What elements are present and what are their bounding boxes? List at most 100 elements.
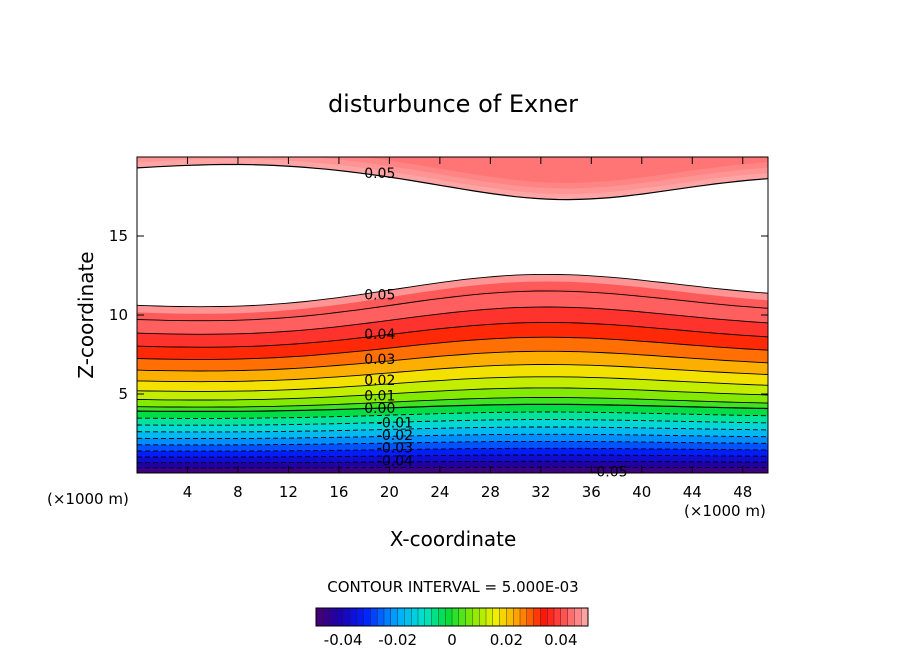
colorbar-cell — [451, 607, 460, 627]
colorbar-cell — [492, 607, 501, 627]
colorbar-cell — [397, 607, 405, 627]
colorbar-cell — [343, 607, 351, 627]
colorbar-cell — [499, 607, 507, 627]
colorbar-cell — [574, 607, 582, 627]
plot-area — [137, 157, 768, 473]
y-tick-label: 5 — [118, 385, 128, 403]
contour-label: 0.04 — [364, 327, 395, 343]
colorbar-cell — [506, 607, 514, 627]
colorbar-cell — [363, 607, 371, 627]
colorbar-cell — [472, 607, 480, 627]
colorbar-cell — [404, 607, 412, 627]
contour-line — [137, 419, 768, 426]
contour-label: 0.03 — [364, 352, 395, 368]
colorbar-cell — [533, 607, 541, 627]
colorbar-cell — [458, 607, 467, 627]
colorbar-cell — [581, 607, 589, 627]
contour-label: -0.03 — [377, 441, 413, 457]
contour-line — [137, 411, 768, 419]
contour-line — [137, 454, 768, 458]
x-tick-label: 4 — [183, 483, 193, 501]
x-unit-label: (×1000 m) — [47, 490, 129, 508]
colorbar-cell — [465, 607, 473, 627]
colorbar-tick-label: 0.04 — [544, 631, 577, 649]
contour-line — [137, 466, 768, 469]
contour-line — [137, 376, 768, 392]
x-tick-label: 24 — [430, 483, 449, 501]
colorbar-cell — [356, 607, 365, 627]
colorbar-cell — [438, 607, 446, 627]
colorbar-tick-label: 0 — [447, 631, 457, 649]
contour-label: 0.05 — [364, 288, 395, 304]
x-axis-label: X-coordinate — [390, 527, 517, 551]
contour-line — [137, 426, 768, 433]
x-tick-label: 16 — [329, 483, 348, 501]
colorbar-cell — [553, 607, 562, 627]
contour-line — [137, 440, 768, 446]
contour-line — [137, 403, 768, 412]
contour-line — [137, 460, 768, 464]
contour-line — [137, 397, 768, 408]
x-tick-label: 44 — [683, 483, 702, 501]
colorbar-cell — [547, 607, 555, 627]
colorbar-tick-label: 0.02 — [490, 631, 523, 649]
contour-label: 0.00 — [364, 401, 395, 417]
colorbar-cell — [383, 607, 392, 627]
x-tick-label: 36 — [582, 483, 601, 501]
contour-line — [137, 364, 768, 383]
colorbar-cell — [322, 607, 331, 627]
colorbar-cell — [336, 607, 344, 627]
colorbar-cell — [315, 607, 324, 627]
contour-line — [137, 447, 768, 452]
contour-label: -0.02 — [377, 428, 413, 444]
x-tick-label: 8 — [233, 483, 243, 501]
contour-line — [137, 350, 768, 372]
contour-line — [137, 433, 768, 439]
contour-fill-band — [137, 157, 768, 183]
filled-contours — [137, 157, 768, 473]
colorbar-cells — [315, 607, 589, 627]
contour-label: -0.05 — [591, 464, 627, 480]
colorbar-ticks: -0.04 -0.02 0 0.02 0.04 — [324, 631, 578, 649]
contour-line — [137, 163, 768, 201]
x-tick-label: 40 — [632, 483, 651, 501]
contour-label: 0.05 — [364, 166, 395, 182]
x-tick-label: 32 — [531, 483, 550, 501]
contour-fill-band — [137, 467, 768, 473]
colorbar-cell — [519, 607, 528, 627]
contour-line — [137, 336, 768, 360]
contour-interval-text: CONTOUR INTERVAL = 5.000E-03 — [327, 578, 578, 596]
y-tick-label: 15 — [109, 227, 128, 245]
colorbar-cell — [349, 607, 358, 627]
x-tick-label: 20 — [380, 483, 399, 501]
contour-line — [137, 387, 768, 401]
contour-label: -0.04 — [377, 453, 413, 469]
contour-line — [137, 306, 768, 335]
contour-line — [137, 321, 768, 348]
colorbar-frame — [315, 607, 589, 627]
x-unit-label-right: (×1000 m) — [684, 502, 766, 520]
contour-label: -0.01 — [377, 415, 413, 431]
contour-labels: 0.050.050.040.030.020.010.00-0.01-0.02-0… — [364, 166, 627, 481]
contour-lines — [137, 163, 768, 469]
colorbar: -0.04 -0.02 0 0.02 0.04 — [315, 607, 589, 649]
colorbar-cell — [513, 607, 521, 627]
colorbar-cell — [526, 607, 535, 627]
colorbar-cell — [329, 607, 337, 627]
colorbar-cell — [445, 607, 453, 627]
colorbar-cell — [370, 607, 378, 627]
colorbar-cell — [390, 607, 399, 627]
colorbar-cell — [540, 607, 548, 627]
colorbar-cell — [567, 607, 575, 627]
contour-line — [137, 273, 768, 308]
colorbar-cell — [560, 607, 569, 627]
colorbar-cell — [377, 607, 385, 627]
y-tick-label: 10 — [109, 306, 128, 324]
contour-label: 0.01 — [364, 389, 395, 405]
colorbar-tick-label: -0.04 — [324, 631, 363, 649]
colorbar-cell — [424, 607, 433, 627]
colorbar-cell — [411, 607, 419, 627]
colorbar-cell — [417, 607, 426, 627]
